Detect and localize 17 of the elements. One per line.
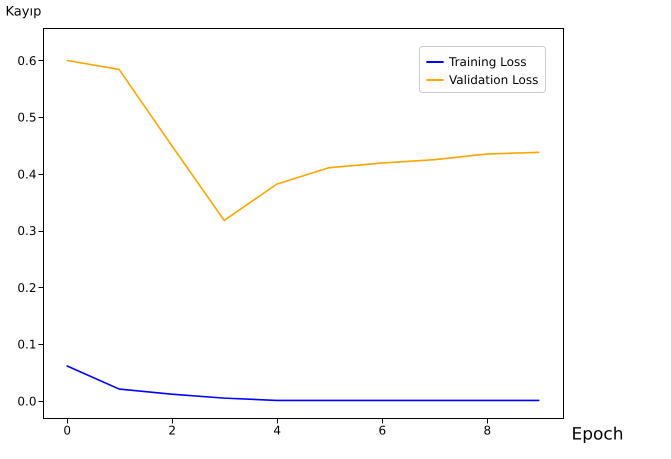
y-tick-label: 0.6 <box>17 54 36 68</box>
legend-label: Training Loss <box>448 55 526 69</box>
x-tick-label: 8 <box>484 424 492 438</box>
legend-label: Validation Loss <box>449 73 538 87</box>
x-tick-label: 6 <box>378 424 386 438</box>
y-tick-label: 0.1 <box>17 338 36 352</box>
y-tick-label: 0.4 <box>17 167 36 182</box>
y-tick-label: 0.3 <box>17 224 36 238</box>
x-tick-label: 0 <box>63 424 71 438</box>
y-tick-label: 0.5 <box>17 110 36 125</box>
x-axis-title: Epoch <box>572 424 624 444</box>
y-tick-label: 0.2 <box>17 280 36 295</box>
x-tick-label: 4 <box>273 424 282 438</box>
y-axis-title: Kayıp <box>6 4 42 20</box>
line-series <box>66 364 540 402</box>
y-tick-label: 0.0 <box>17 394 36 408</box>
x-tick-label: 2 <box>168 424 176 438</box>
